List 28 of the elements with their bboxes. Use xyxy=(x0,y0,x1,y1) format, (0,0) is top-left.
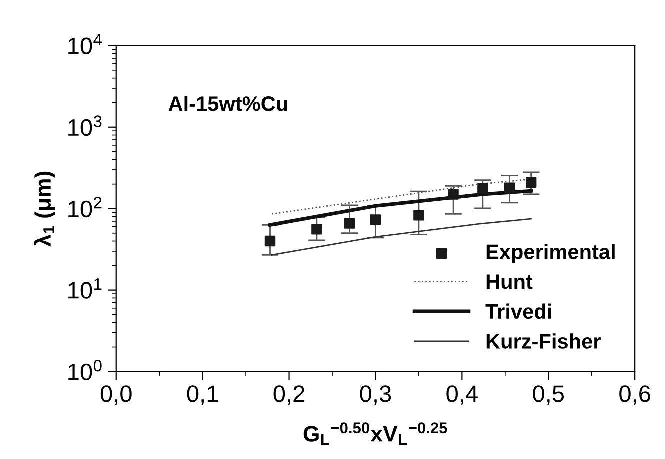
legend-label: Hunt xyxy=(486,274,533,290)
point xyxy=(448,189,459,200)
y-tick-label: 10$^{2}$ xyxy=(68,197,102,218)
point xyxy=(312,224,322,235)
point xyxy=(264,236,276,247)
y-axis-title: λ$_{1}$ (μm) xyxy=(34,172,56,247)
point xyxy=(370,214,382,226)
x-tick-label: 0,6 xyxy=(620,386,650,406)
annotation: Al-15wt%Cu xyxy=(168,96,288,112)
point xyxy=(526,177,537,188)
y-tick-label: 10$^{4}$ xyxy=(68,34,102,54)
point xyxy=(504,182,516,194)
x-axis-title: G$_{L}$$^{−0.50}$xV$_{L}$$^{−0.25}$ xyxy=(304,422,448,446)
legend-label: Trivedi xyxy=(486,304,552,320)
legend-label: Kurz-Fisher xyxy=(486,334,601,349)
point xyxy=(478,183,488,194)
y-tick-label: 10$^{0}$ xyxy=(68,360,102,381)
y-tick-label: 10$^{3}$ xyxy=(68,116,102,136)
legend-label: Experimental xyxy=(486,244,615,264)
x-tick-label: 0,2 xyxy=(274,386,304,406)
x-tick-label: 0,3 xyxy=(360,386,392,406)
x-tick-label: 0,5 xyxy=(533,386,564,406)
y-tick-label: 10$^{1}$ xyxy=(68,278,102,299)
point xyxy=(414,210,424,221)
point xyxy=(344,218,356,229)
x-tick-label: 0,4 xyxy=(446,386,478,406)
x-tick-label: 0,1 xyxy=(187,386,218,406)
x-tick-label: 0,0 xyxy=(100,386,132,406)
